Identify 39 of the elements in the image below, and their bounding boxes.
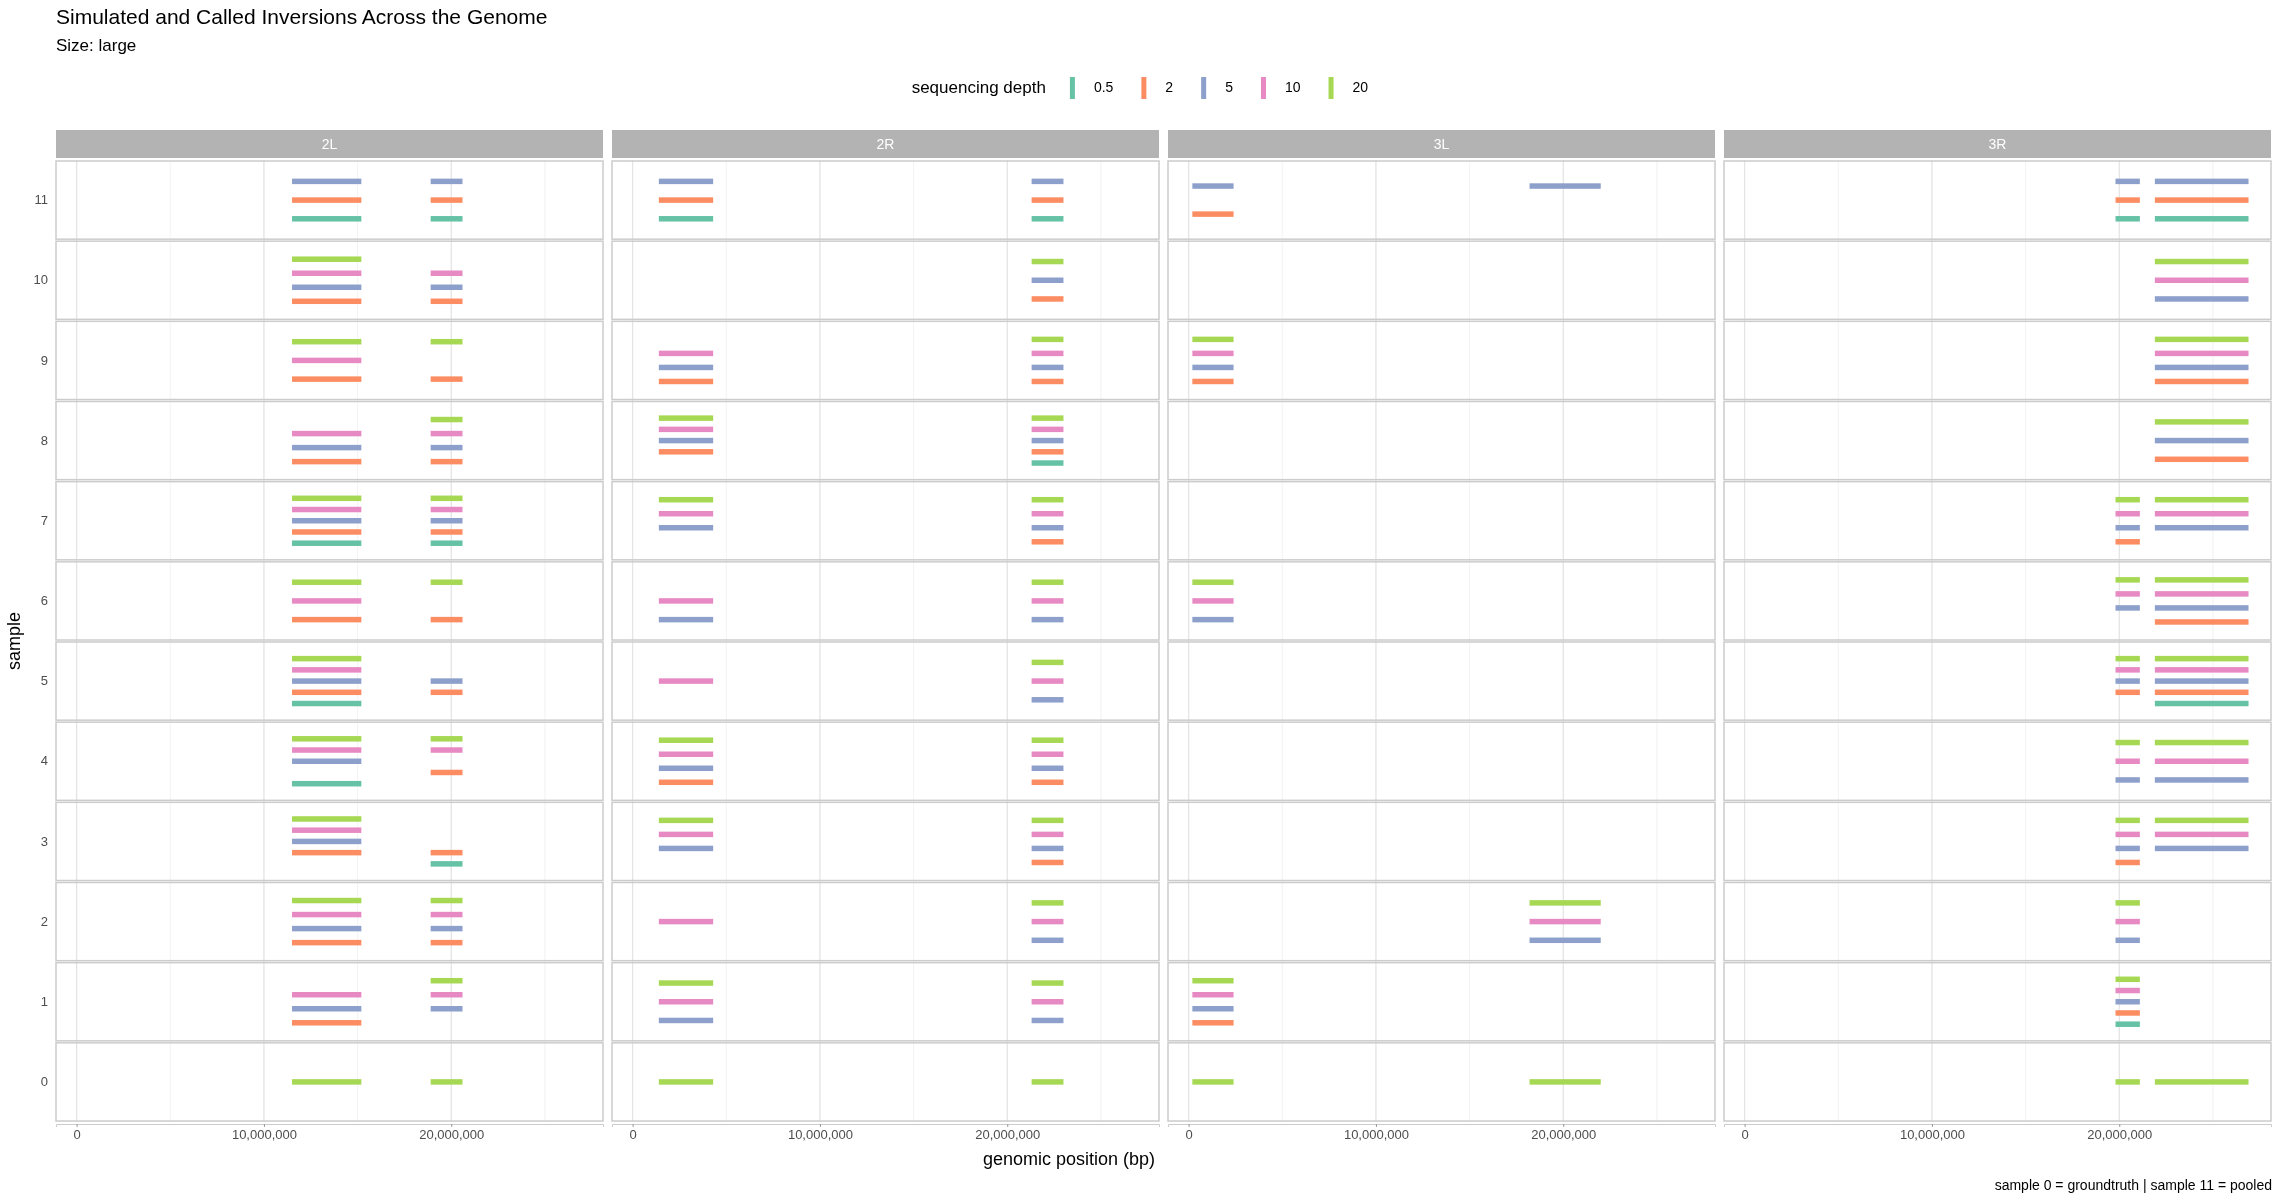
text: Simulated and Called Inversions Across the Genome — [56, 5, 548, 28]
chart-title: 3L — [1433, 136, 1450, 152]
y-tick-label: 5 — [40, 673, 48, 689]
y-tick-label: 11 — [34, 192, 48, 208]
text: sample 0 = groundtruth | sample 11 = pooled — [1994, 1177, 2272, 1193]
chart-title: 2R — [876, 136, 895, 152]
x-tick-label: 0 — [1185, 1127, 1193, 1143]
x-tick-label: 20,000,000 — [1531, 1127, 1597, 1143]
legend-label: 20 — [1352, 79, 1369, 95]
text: Size: large — [56, 36, 137, 55]
chart-title: 3R — [1988, 136, 2007, 152]
x-tick-label: 0 — [629, 1127, 637, 1143]
x-tick-label: 10,000,000 — [1343, 1127, 1409, 1143]
x-tick-label: 20,000,000 — [2087, 1127, 2153, 1143]
y-tick-label: 4 — [40, 753, 48, 769]
y-tick-label: 9 — [40, 352, 48, 368]
legend-label: 5 — [1225, 79, 1234, 95]
y-axis-title: sample — [4, 611, 24, 671]
y-tick-label: 1 — [40, 993, 48, 1009]
x-tick-label: 10,000,000 — [231, 1127, 297, 1143]
y-tick-label: 0 — [40, 1074, 48, 1090]
y-tick-label: 3 — [40, 833, 48, 849]
x-axis-title: genomic position (bp) — [982, 1149, 1155, 1169]
y-tick-label: 2 — [40, 913, 48, 929]
y-tick-label: 8 — [40, 432, 48, 448]
legend-label: 2 — [1165, 79, 1174, 95]
y-tick-label: 7 — [40, 512, 48, 528]
y-tick-label: 10 — [33, 272, 48, 288]
x-tick-label: 10,000,000 — [1899, 1127, 1965, 1143]
legend-label: 0.5 — [1093, 79, 1114, 95]
x-tick-label: 20,000,000 — [419, 1127, 485, 1143]
x-tick-label: 0 — [73, 1127, 81, 1143]
x-tick-label: 0 — [1741, 1127, 1749, 1143]
chart-title: 2L — [321, 136, 338, 152]
x-tick-label: 10,000,000 — [787, 1127, 853, 1143]
legend-label: 10 — [1284, 79, 1301, 95]
x-tick-label: 20,000,000 — [975, 1127, 1041, 1143]
y-tick-label: 6 — [40, 593, 48, 609]
legend-title: sequencing depth — [911, 78, 1046, 97]
